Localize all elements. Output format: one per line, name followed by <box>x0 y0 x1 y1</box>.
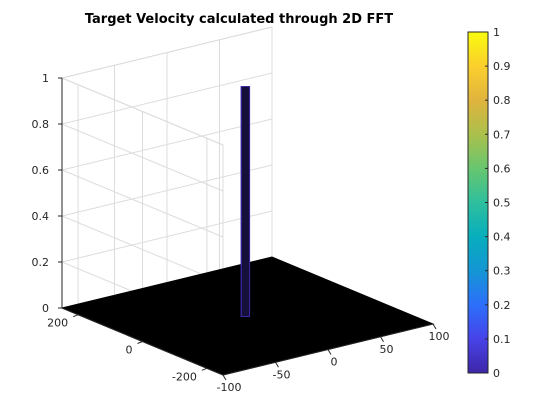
z-tick-label: 0 <box>42 302 49 315</box>
colorbar-tick-label: 1 <box>493 26 500 39</box>
colorbar-tick-label: 0.6 <box>493 162 511 175</box>
chart-title: Target Velocity calculated through 2D FF… <box>85 12 393 27</box>
colorbar: 0 0.1 0.2 0.3 0.4 0.5 0.6 0.7 0.8 0.9 1 <box>467 26 511 380</box>
x-tick-mark <box>275 361 279 368</box>
x-tick-mark <box>380 336 384 343</box>
x-tick-label: 50 <box>380 343 394 356</box>
colorbar-tick-label: 0.7 <box>493 128 511 141</box>
x-tick-mark <box>432 323 437 330</box>
z-tick-label: 0.4 <box>32 210 50 223</box>
z-tick-label: 0.8 <box>32 118 50 131</box>
y-tick-mark <box>201 367 208 371</box>
x-tick-label: 100 <box>429 330 450 343</box>
x-tick-mark <box>327 349 332 355</box>
z-tick-label: 1 <box>42 72 49 85</box>
colorbar-tick-label: 0.9 <box>493 60 511 73</box>
axis-layer: -100 -50 0 50 100 200 0 -200 0 0.2 0.4 0.6 0.8 1 <box>32 72 450 394</box>
colorbar-tick-label: 0.2 <box>493 299 511 312</box>
surface-peak <box>240 86 251 317</box>
y-tick-label: -200 <box>172 370 197 383</box>
y-tick-mark <box>72 314 79 318</box>
colorbar-tick-label: 0 <box>493 367 500 380</box>
y-tick-mark <box>137 341 143 344</box>
colorbar-tick-label: 0.4 <box>493 231 511 244</box>
z-tick-label: 0.2 <box>32 256 50 269</box>
colorbar-tick-label: 0.5 <box>493 197 511 210</box>
colorbar-tick-label: 0.3 <box>493 265 511 278</box>
y-tick-label: 0 <box>126 344 133 357</box>
colorbar-tick-label: 0.1 <box>493 333 511 346</box>
x-tick-label: 0 <box>331 356 338 369</box>
y-tick-label: 200 <box>47 317 68 330</box>
surface-layer <box>60 86 435 376</box>
z-tick-label: 0.6 <box>32 164 50 177</box>
x-tick-label: -100 <box>217 381 242 394</box>
x-tick-mark <box>222 374 227 381</box>
colorbar-tick-label: 0.8 <box>493 94 511 107</box>
x-tick-label: -50 <box>273 368 291 381</box>
